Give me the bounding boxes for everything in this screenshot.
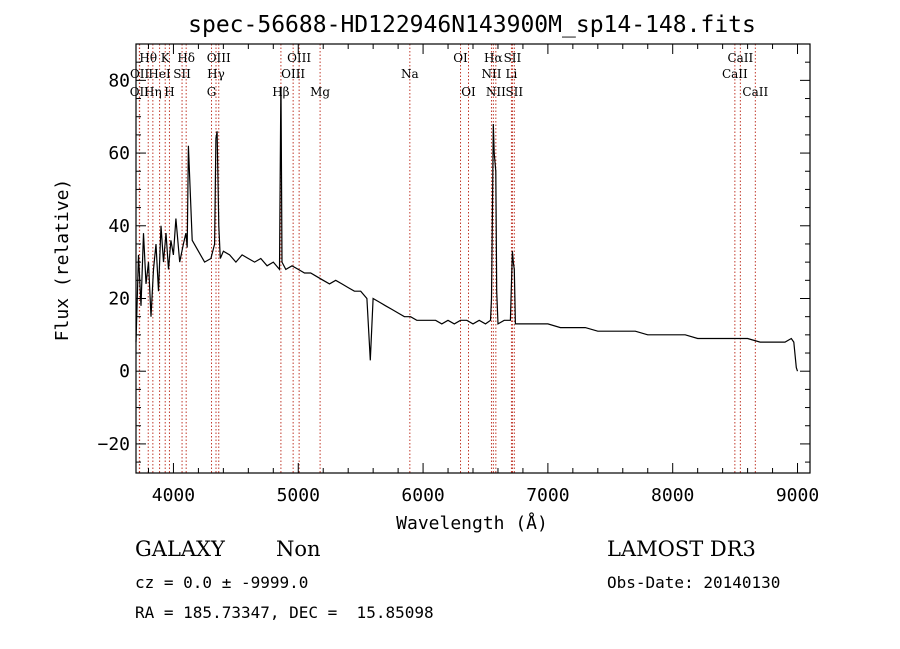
line-label: CaII xyxy=(722,67,748,81)
line-label: Mg xyxy=(310,85,330,99)
line-label: OIII xyxy=(281,67,305,81)
x-tick-label: 4000 xyxy=(152,485,195,506)
line-label: SII xyxy=(505,85,523,99)
observation-date: Obs-Date: 20140130 xyxy=(607,573,781,592)
line-label: SII xyxy=(173,67,191,81)
line-label: Hη xyxy=(144,85,162,99)
line-label: Hα xyxy=(484,51,503,65)
line-label: OIII xyxy=(207,51,231,65)
line-label: OI xyxy=(453,51,468,65)
object-subclass: Non xyxy=(276,537,321,561)
line-label: OII xyxy=(130,67,150,81)
x-tick-label: 8000 xyxy=(651,485,694,506)
y-tick-label: 80 xyxy=(108,70,130,91)
line-label: Li xyxy=(506,67,518,81)
x-tick-label: 7000 xyxy=(526,485,569,506)
y-axis-ticks: −20 0 20 40 60 80 xyxy=(97,61,810,463)
line-label: H xyxy=(164,85,174,99)
line-label: G xyxy=(207,85,217,99)
line-label: NII xyxy=(481,67,501,81)
spectrum-line xyxy=(135,87,799,372)
y-tick-label: 0 xyxy=(119,361,130,382)
line-label: K xyxy=(161,51,171,65)
x-tick-label: 9000 xyxy=(776,485,819,506)
line-label: Hγ xyxy=(207,67,225,81)
line-label: SII xyxy=(504,51,522,65)
coordinates: RA = 185.73347, DEC = 15.85098 xyxy=(135,603,434,622)
redshift-cz: cz = 0.0 ± -9999.0 xyxy=(135,573,309,592)
spectral-line-markers xyxy=(138,44,756,473)
line-label: OII xyxy=(130,85,150,99)
chart-title: spec-56688-HD122946N143900M_sp14-148.fit… xyxy=(188,12,756,38)
line-label: OI xyxy=(461,85,476,99)
x-tick-label: 6000 xyxy=(401,485,444,506)
line-label: OIII xyxy=(287,51,311,65)
line-label: Hδ xyxy=(177,51,195,65)
x-tick-label: 5000 xyxy=(277,485,320,506)
y-tick-label: 60 xyxy=(108,143,130,164)
line-label: Hθ xyxy=(139,51,157,65)
line-label: CaII xyxy=(742,85,768,99)
x-axis-ticks: 4000 5000 6000 7000 8000 9000 xyxy=(147,44,819,506)
plot-frame xyxy=(135,43,811,474)
y-tick-label: 20 xyxy=(108,288,130,309)
y-tick-label: −20 xyxy=(97,434,130,455)
object-class: GALAXY xyxy=(135,537,225,561)
line-label: NII xyxy=(486,85,506,99)
line-label: CaII xyxy=(727,51,753,65)
x-axis-label: Wavelength (Å) xyxy=(396,512,548,534)
y-axis-label: Flux (relative) xyxy=(52,179,73,342)
line-label: HeI xyxy=(148,67,171,81)
y-tick-label: 40 xyxy=(108,216,130,237)
survey-name: LAMOST DR3 xyxy=(607,537,756,561)
line-label: Na xyxy=(401,67,419,81)
